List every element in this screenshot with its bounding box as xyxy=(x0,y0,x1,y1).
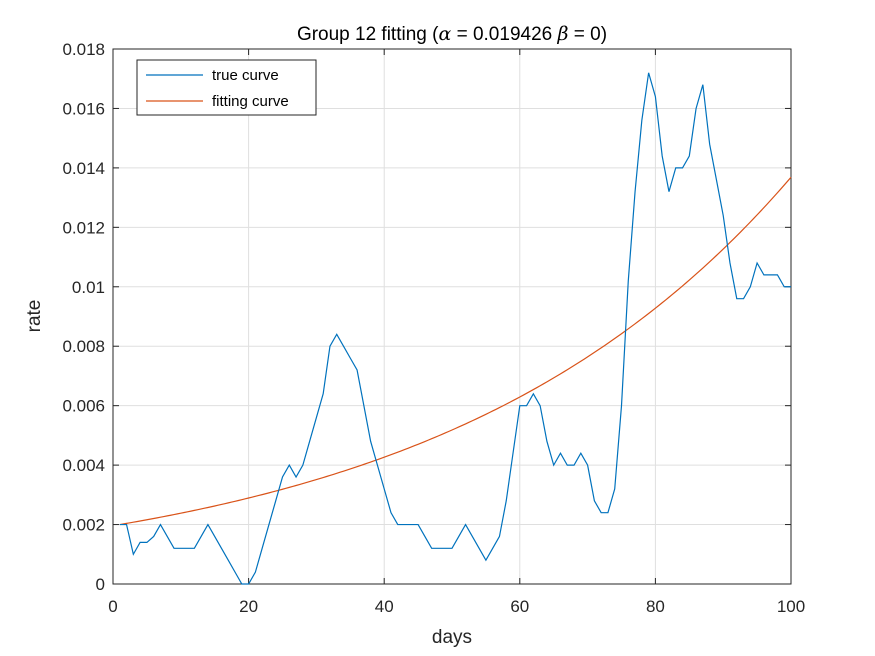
y-tick-labels: 0 0.002 0.004 0.006 0.008 0.01 0.012 0.014 0.016… xyxy=(62,40,105,594)
title-prefix: Group 12 fitting ( xyxy=(297,24,439,45)
x-tick-label: 0 xyxy=(108,597,117,616)
title-beta-symbol: β xyxy=(557,23,569,45)
title-alpha-value: = 0.019426 xyxy=(451,24,557,45)
axes-box xyxy=(112,48,792,585)
series-true-curve-line xyxy=(119,72,791,585)
series-fitting-curve-line xyxy=(119,176,792,526)
y-axis-label: rate xyxy=(24,300,45,333)
y-tick-label: 0.002 xyxy=(62,516,105,535)
x-tick-label: 80 xyxy=(646,597,665,616)
x-tick-label: 20 xyxy=(239,597,258,616)
x-tick-label: 40 xyxy=(375,597,394,616)
y-tick-label: 0.008 xyxy=(62,337,105,356)
legend: true curve fitting curve xyxy=(136,59,317,116)
legend-label-true-curve: true curve xyxy=(212,67,279,84)
chart-title: Group 12 fitting (α = 0.019426 β = 0) xyxy=(297,23,607,45)
x-tick-labels: 0 20 40 60 80 100 xyxy=(108,597,805,616)
x-axis-label: days xyxy=(432,627,472,648)
y-tick-label: 0.016 xyxy=(62,99,105,118)
y-tick-label: 0.006 xyxy=(62,397,105,416)
y-tick-label: 0.004 xyxy=(62,456,105,475)
y-tick-label: 0.018 xyxy=(62,40,105,59)
title-alpha-symbol: α xyxy=(438,23,451,45)
y-tick-label: 0.012 xyxy=(62,218,105,237)
title-beta-value: = 0) xyxy=(568,24,607,45)
legend-label-fitting-curve: fitting curve xyxy=(212,93,289,110)
x-ticks xyxy=(112,49,792,584)
y-tick-label: 0.01 xyxy=(72,278,105,297)
y-ticks xyxy=(113,48,791,585)
x-tick-label: 100 xyxy=(777,597,805,616)
plot-area xyxy=(113,49,791,584)
grid-vertical xyxy=(248,49,656,584)
y-tick-label: 0 xyxy=(96,575,105,594)
x-tick-label: 60 xyxy=(510,597,529,616)
y-tick-label: 0.014 xyxy=(62,159,105,178)
legend-box xyxy=(136,59,317,116)
